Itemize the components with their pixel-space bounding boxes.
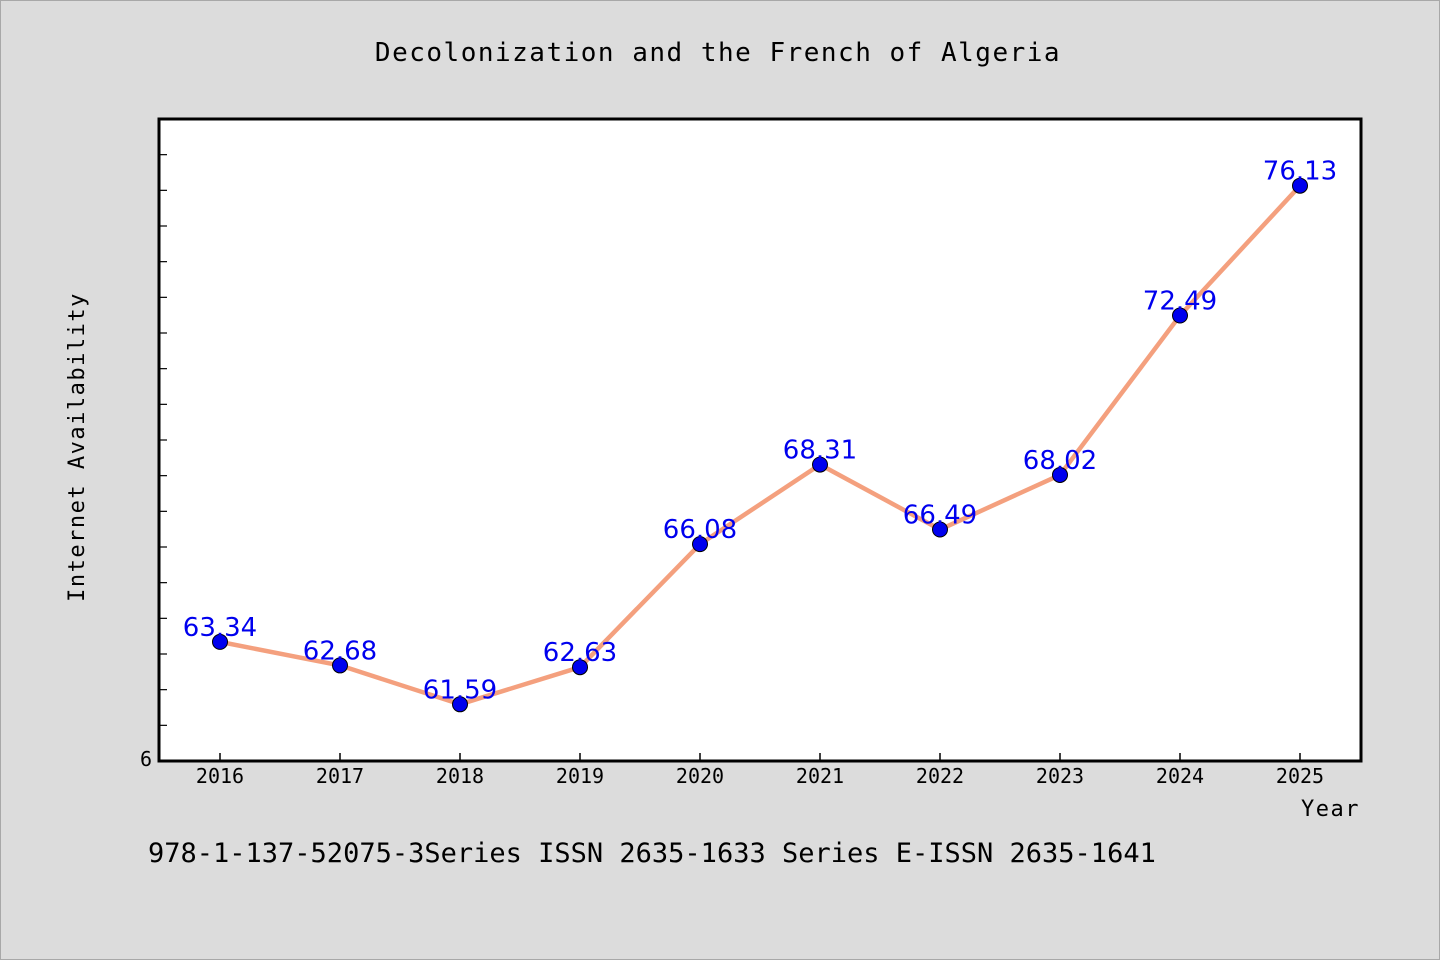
data-labels: 63.34 62.68 61.59 62.63 66.08 68.31 66.49 68.02… — [183, 157, 1337, 706]
data-point — [932, 521, 948, 538]
x-tick-label: 2020 — [676, 764, 724, 788]
data-label: 62.63 — [543, 638, 617, 668]
footer-isbn-text: 978-1-137-52075-3Series ISSN 2635-1633 S… — [148, 838, 1156, 869]
x-axis-label: Year — [1301, 797, 1360, 822]
data-label: 61.59 — [423, 675, 497, 705]
x-tick-label: 2018 — [436, 764, 484, 788]
plot-area — [157, 117, 1363, 763]
data-point — [332, 657, 348, 674]
data-label: 72.49 — [1143, 287, 1217, 317]
x-tick-label: 2019 — [556, 764, 604, 788]
data-point — [692, 536, 708, 553]
data-point — [812, 456, 828, 473]
data-label: 66.49 — [903, 501, 977, 531]
data-point — [572, 659, 588, 676]
x-axis-ticks — [219, 753, 1301, 761]
x-tick-label: 2016 — [196, 764, 244, 788]
series-line — [217, 183, 1303, 707]
x-tick-label: 2024 — [1156, 764, 1204, 788]
data-label: 68.31 — [783, 436, 857, 466]
chart-title: Decolonization and the French of Algeria — [375, 38, 1061, 68]
x-tick-label: 2023 — [1036, 764, 1084, 788]
data-point — [1172, 307, 1188, 324]
data-label: 66.08 — [663, 515, 737, 545]
x-axis-tick-labels: 2016 2017 2018 2019 2020 2021 2022 2023 2024 2025 — [196, 764, 1324, 788]
x-tick-label: 2021 — [796, 764, 844, 788]
data-label: 68.02 — [1023, 446, 1097, 476]
data-markers — [212, 177, 1308, 713]
data-label: 63.34 — [183, 613, 257, 643]
data-point — [212, 633, 228, 650]
x-tick-label: 2025 — [1276, 764, 1324, 788]
x-tick-label: 2017 — [316, 764, 364, 788]
data-point — [1292, 177, 1308, 194]
data-point — [452, 696, 468, 713]
x-tick-label: 2022 — [916, 764, 964, 788]
y-axis-label: Internet Availability — [65, 292, 90, 602]
data-point — [1052, 466, 1068, 483]
y-axis-ticks — [160, 154, 167, 726]
y-tick-label: 6 — [140, 747, 152, 771]
data-label: 76.13 — [1263, 157, 1337, 187]
data-label: 62.68 — [303, 636, 377, 666]
